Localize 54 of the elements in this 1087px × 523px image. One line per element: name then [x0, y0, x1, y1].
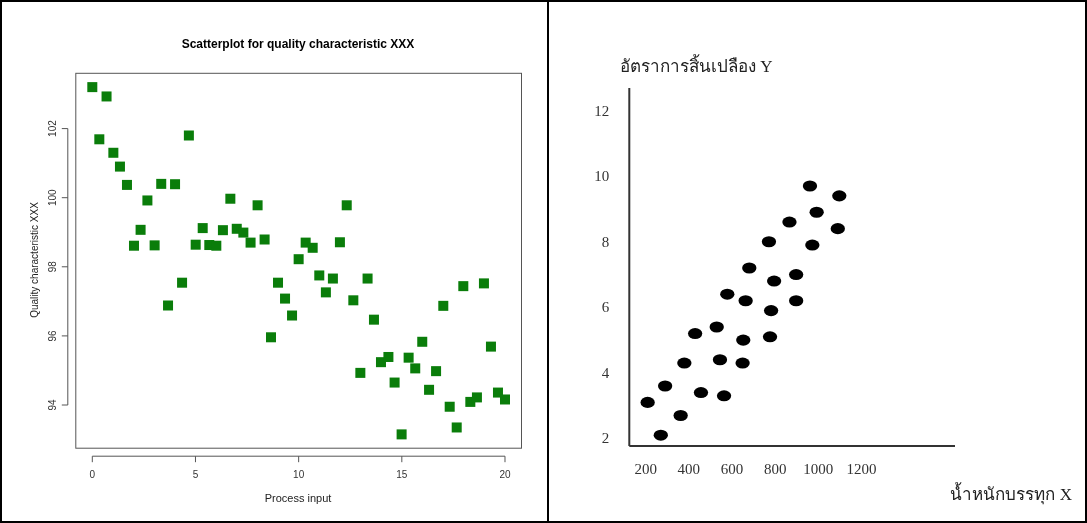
- y-axis-title: อัตราการสิ้นเปลือง Y: [620, 54, 773, 76]
- x-axis-title: น้ำหนักบรรทุก X: [950, 482, 1072, 505]
- point: [653, 429, 668, 441]
- point: [709, 321, 724, 333]
- point: [762, 331, 778, 343]
- x-tick-label: 0: [89, 469, 96, 481]
- y-axis-title: Quality characteristic XXX: [29, 201, 40, 318]
- point: [766, 275, 782, 287]
- point: [742, 262, 757, 274]
- point: [716, 390, 732, 402]
- y-tick-label: 6: [601, 299, 610, 316]
- y-tick-label: 10: [594, 168, 610, 185]
- point: [788, 295, 804, 307]
- x-tick-label: 400: [677, 461, 701, 477]
- x-tick-label: 5: [192, 469, 199, 481]
- point: [802, 180, 818, 192]
- point: [657, 380, 673, 392]
- point: [761, 236, 777, 248]
- x-tick-label: 10: [293, 469, 305, 481]
- point: [805, 239, 820, 251]
- chart-title: Scatterplot for quality characteristic XXX: [181, 37, 415, 51]
- point: [736, 334, 751, 346]
- x-tick-label: 20: [499, 469, 511, 481]
- point: [788, 269, 804, 281]
- y-tick-label: 8: [601, 233, 610, 250]
- y-tick-label: 4: [601, 364, 610, 381]
- x-tick-label: 600: [720, 461, 744, 477]
- point: [673, 409, 688, 422]
- point: [677, 357, 692, 369]
- point: [782, 216, 797, 228]
- point: [832, 190, 847, 202]
- x-tick-label: 1200: [846, 461, 877, 477]
- point: [738, 295, 753, 307]
- y-tick-label: 98: [46, 260, 58, 273]
- x-tick-label: 1000: [803, 461, 834, 477]
- y-tick-label: 12: [594, 102, 610, 119]
- y-tick-label: 94: [46, 399, 58, 411]
- x-tick-label: 15: [396, 469, 408, 481]
- x-tick-label: 200: [634, 461, 657, 477]
- point: [693, 387, 709, 399]
- x-axis-title: Process input: [264, 492, 332, 504]
- x-tick-label: 800: [763, 461, 787, 477]
- point: [687, 328, 703, 340]
- point: [712, 354, 728, 366]
- y-tick-label: 100: [46, 188, 58, 207]
- point: [735, 357, 750, 369]
- point: [720, 288, 735, 300]
- point: [809, 206, 824, 218]
- y-tick-label: 96: [46, 329, 58, 342]
- y-tick-label: 102: [46, 119, 58, 137]
- point: [763, 305, 779, 317]
- y-tick-label: 2: [601, 430, 610, 447]
- point: [640, 396, 655, 408]
- point: [830, 223, 845, 235]
